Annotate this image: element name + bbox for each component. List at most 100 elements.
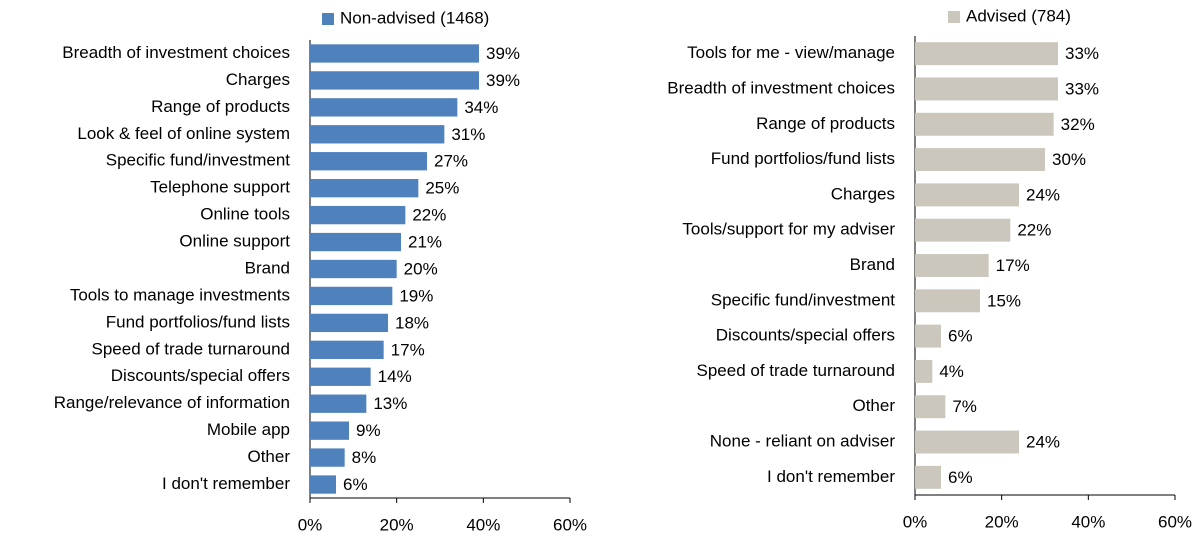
x-tick-label: 40% bbox=[1071, 512, 1105, 531]
bar bbox=[915, 112, 1054, 136]
value-label: 9% bbox=[356, 421, 381, 440]
value-label: 33% bbox=[1065, 44, 1099, 63]
bar bbox=[915, 324, 941, 348]
bar bbox=[915, 218, 1011, 242]
y-tick-label: I don't remember bbox=[162, 474, 290, 493]
value-label: 7% bbox=[952, 397, 977, 416]
x-tick-label: 60% bbox=[553, 515, 587, 534]
y-tick-label: Tools/support for my adviser bbox=[682, 220, 895, 239]
y-tick-label: Range/relevance of information bbox=[54, 393, 290, 412]
y-tick-label: Telephone support bbox=[150, 178, 290, 197]
value-label: 39% bbox=[486, 71, 520, 90]
value-label: 22% bbox=[1017, 221, 1051, 240]
bar bbox=[915, 465, 941, 489]
value-label: 39% bbox=[486, 44, 520, 63]
y-tick-label: I don't remember bbox=[767, 467, 895, 486]
bar bbox=[915, 77, 1058, 101]
bar bbox=[310, 340, 384, 359]
value-label: 8% bbox=[352, 448, 377, 467]
bar bbox=[915, 42, 1058, 66]
bar bbox=[915, 183, 1019, 207]
bar bbox=[915, 148, 1045, 172]
y-tick-label: Fund portfolios/fund lists bbox=[711, 149, 895, 168]
x-tick-label: 0% bbox=[903, 512, 928, 531]
value-label: 15% bbox=[987, 291, 1021, 310]
bar bbox=[310, 98, 458, 117]
y-tick-label: Discounts/special offers bbox=[111, 366, 290, 385]
y-tick-label: Specific fund/investment bbox=[711, 290, 896, 309]
x-tick-label: 60% bbox=[1158, 512, 1192, 531]
bar bbox=[310, 152, 427, 171]
value-label: 32% bbox=[1061, 115, 1095, 134]
y-tick-label: Mobile app bbox=[207, 420, 290, 439]
legend-swatch bbox=[948, 11, 960, 23]
y-tick-label: Charges bbox=[226, 70, 290, 89]
y-tick-label: Fund portfolios/fund lists bbox=[106, 312, 290, 331]
value-label: 17% bbox=[391, 340, 425, 359]
x-tick-label: 20% bbox=[985, 512, 1019, 531]
y-tick-label: Range of products bbox=[151, 97, 290, 116]
value-label: 20% bbox=[404, 259, 438, 278]
value-label: 25% bbox=[425, 179, 459, 198]
y-tick-label: Online support bbox=[179, 232, 290, 251]
y-tick-label: Breadth of investment choices bbox=[62, 43, 290, 62]
y-tick-label: Specific fund/investment bbox=[106, 151, 291, 170]
value-label: 22% bbox=[412, 206, 446, 225]
value-label: 13% bbox=[373, 394, 407, 413]
y-tick-label: Speed of trade turnaround bbox=[697, 361, 895, 380]
bar bbox=[310, 125, 445, 144]
bar bbox=[310, 259, 397, 279]
legend-swatch bbox=[322, 13, 334, 25]
bar bbox=[310, 232, 401, 252]
bar bbox=[310, 44, 479, 63]
value-label: 30% bbox=[1052, 150, 1086, 169]
y-tick-label: Discounts/special offers bbox=[716, 326, 895, 345]
y-tick-label: Brand bbox=[850, 255, 895, 274]
bar bbox=[310, 475, 336, 494]
value-label: 19% bbox=[399, 286, 433, 305]
legend-label: Non-advised (1468) bbox=[340, 8, 489, 27]
y-tick-label: Tools to manage investments bbox=[70, 285, 290, 304]
legend-label: Advised (784) bbox=[966, 6, 1071, 25]
bar bbox=[310, 421, 349, 440]
bar bbox=[310, 313, 388, 333]
value-label: 6% bbox=[948, 468, 973, 487]
bar bbox=[915, 254, 989, 277]
y-tick-label: Tools for me - view/manage bbox=[687, 43, 895, 62]
x-tick-label: 20% bbox=[380, 515, 414, 534]
bar bbox=[915, 289, 980, 313]
y-tick-label: Range of products bbox=[756, 114, 895, 133]
value-label: 21% bbox=[408, 233, 442, 252]
value-label: 4% bbox=[939, 362, 964, 381]
y-tick-label: Look & feel of online system bbox=[77, 124, 290, 143]
bar bbox=[310, 394, 367, 413]
value-label: 34% bbox=[464, 98, 498, 117]
bar bbox=[915, 395, 946, 419]
bar bbox=[915, 430, 1019, 454]
y-tick-label: Charges bbox=[831, 184, 895, 203]
y-tick-label: Brand bbox=[245, 258, 290, 277]
value-label: 17% bbox=[996, 256, 1030, 275]
y-tick-label: Online tools bbox=[200, 205, 290, 224]
y-tick-label: Breadth of investment choices bbox=[667, 78, 895, 97]
value-label: 14% bbox=[378, 367, 412, 386]
y-tick-label: Speed of trade turnaround bbox=[92, 339, 290, 358]
x-tick-label: 40% bbox=[466, 515, 500, 534]
value-label: 24% bbox=[1026, 433, 1060, 452]
value-label: 27% bbox=[434, 152, 468, 171]
value-label: 24% bbox=[1026, 185, 1060, 204]
y-tick-label: Other bbox=[247, 447, 290, 466]
value-label: 18% bbox=[395, 313, 429, 332]
value-label: 33% bbox=[1065, 79, 1099, 98]
value-label: 31% bbox=[451, 125, 485, 144]
bar bbox=[310, 205, 406, 225]
bar bbox=[310, 448, 345, 467]
y-tick-label: Other bbox=[852, 396, 895, 415]
bar bbox=[915, 359, 933, 383]
bar bbox=[310, 179, 419, 198]
value-label: 6% bbox=[948, 327, 973, 346]
bar bbox=[310, 367, 371, 386]
bar bbox=[310, 71, 479, 90]
bar bbox=[310, 286, 393, 306]
